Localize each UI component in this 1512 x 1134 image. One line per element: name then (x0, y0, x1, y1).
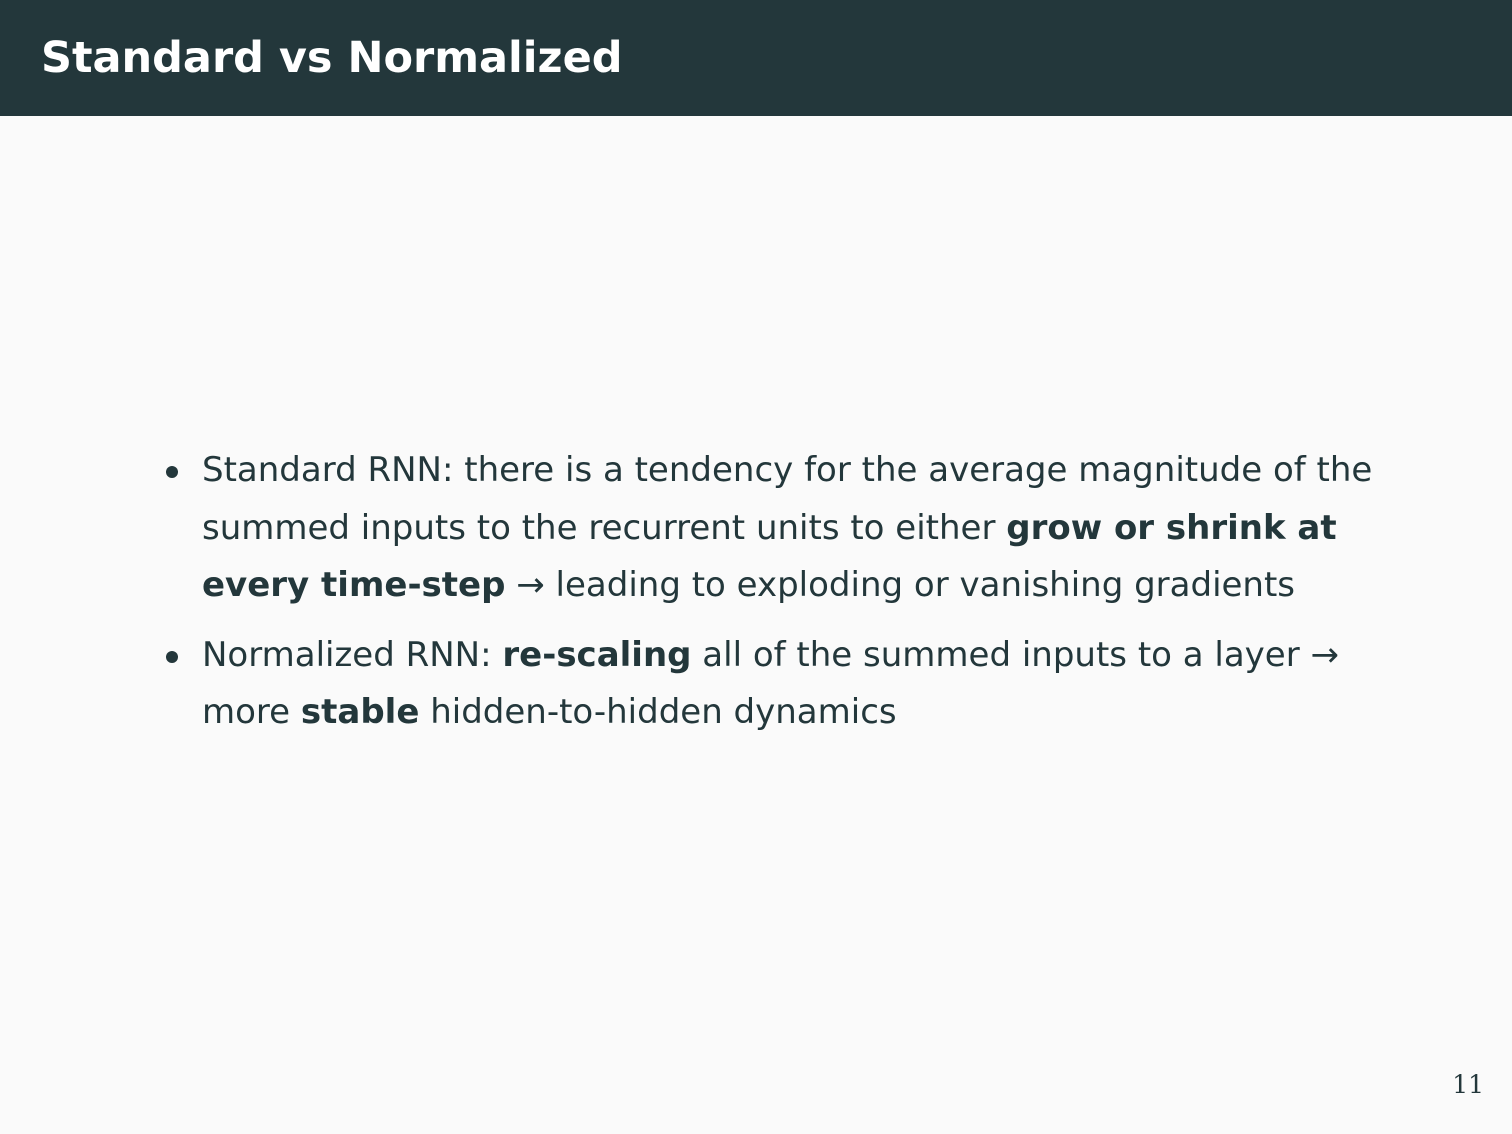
bullet-point-icon (166, 466, 178, 478)
bullet-list: Standard RNN: there is a tendency for th… (160, 442, 1410, 754)
emphasis-text: stable (300, 692, 420, 732)
bullet-line: summed inputs to the recurrent units to … (202, 500, 1410, 558)
bullet-line: more stable hidden-to-hidden dynamics (202, 684, 1410, 742)
text-run: Standard RNN: there is a tendency for th… (202, 450, 1373, 490)
bullet-line: Normalized RNN: re-scaling all of the su… (202, 627, 1410, 685)
bullet-line: Standard RNN: there is a tendency for th… (202, 442, 1410, 500)
text-run: Normalized RNN: (202, 634, 503, 675)
bullet-item-standard-rnn: Standard RNN: there is a tendency for th… (160, 442, 1410, 615)
emphasis-text: grow or shrink at (1006, 507, 1337, 548)
text-run: → leading to exploding or vanishing grad… (505, 565, 1296, 605)
bullet-item-normalized-rnn: Normalized RNN: re-scaling all of the su… (160, 627, 1410, 742)
text-run: all of the summed inputs to a layer → (691, 634, 1339, 675)
slide-title: Standard vs Normalized (41, 33, 623, 83)
emphasis-text: re-scaling (502, 634, 692, 675)
text-run: more (202, 692, 301, 732)
title-bar: Standard vs Normalized (0, 0, 1512, 116)
bullet-line: every time-step → leading to exploding o… (202, 557, 1410, 615)
text-run: hidden-to-hidden dynamics (419, 692, 897, 732)
bullet-point-icon (166, 650, 178, 663)
text-run: summed inputs to the recurrent units to … (202, 507, 1007, 548)
emphasis-text: every time-step (202, 565, 506, 605)
page-number: 11 (1452, 1070, 1484, 1099)
